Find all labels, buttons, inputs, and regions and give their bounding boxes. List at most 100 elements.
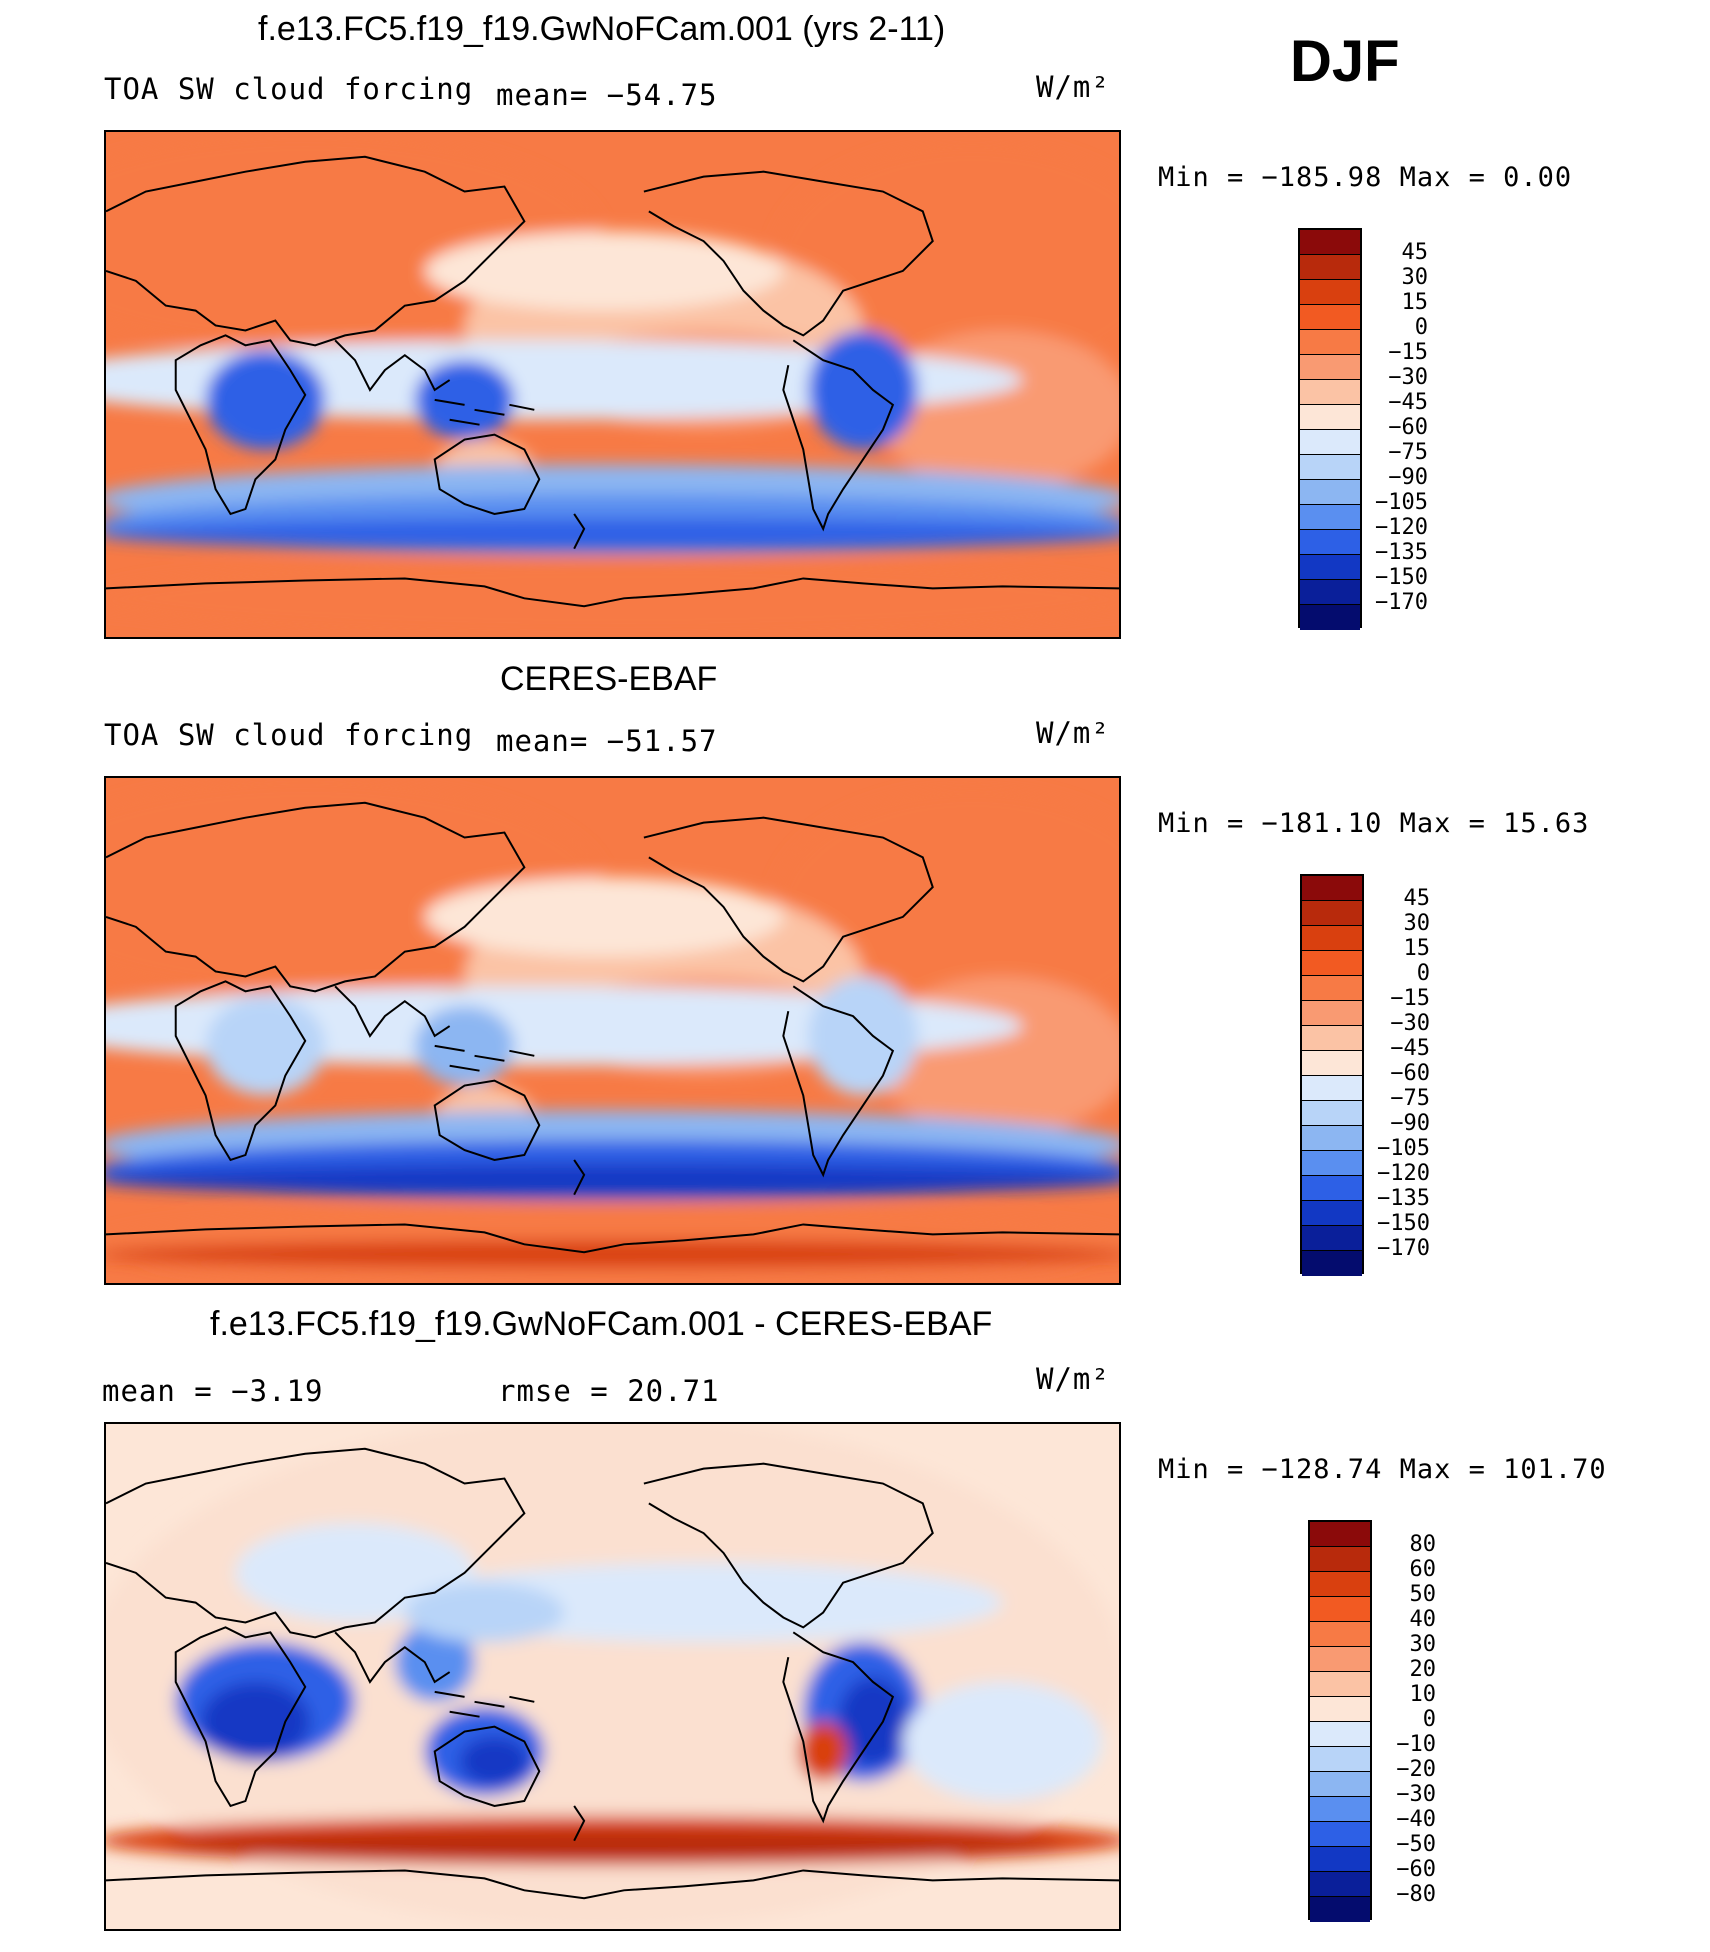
colorbar-tick-label: −10 bbox=[1396, 1732, 1436, 1757]
colorbar-tick-label: −30 bbox=[1388, 365, 1428, 390]
colorbar-swatch bbox=[1300, 455, 1360, 480]
colorbar-swatch bbox=[1302, 976, 1362, 1001]
colorbar-swatch bbox=[1300, 305, 1360, 330]
colorbar-swatch bbox=[1302, 1251, 1362, 1276]
colorbar-tick-label: 50 bbox=[1409, 1582, 1437, 1607]
colorbar-swatch bbox=[1310, 1747, 1370, 1772]
contour-region bbox=[106, 1163, 1119, 1196]
colorbar-tick-label: −15 bbox=[1390, 986, 1430, 1011]
colorbar-swatch bbox=[1302, 1126, 1362, 1151]
colorbar-swatch bbox=[1300, 430, 1360, 455]
colorbar-swatch bbox=[1300, 380, 1360, 405]
colorbar-tick-label: 0 bbox=[1422, 1707, 1436, 1732]
colorbar-tick-label: −15 bbox=[1388, 340, 1428, 365]
colorbar-swatch bbox=[1310, 1597, 1370, 1622]
panel-1-variable-label: TOA SW cloud forcing bbox=[104, 72, 474, 106]
coastlines bbox=[106, 1447, 1119, 1900]
colorbar-swatch bbox=[1302, 1176, 1362, 1201]
colorbar-swatch bbox=[1302, 926, 1362, 951]
coastline-path bbox=[434, 398, 535, 426]
coastline-path bbox=[106, 1447, 526, 1639]
coastline-path bbox=[782, 339, 895, 532]
coastline-path bbox=[106, 577, 1119, 608]
contour-region bbox=[205, 350, 326, 450]
colorbar-tick-label: −105 bbox=[1375, 490, 1428, 515]
contour-region bbox=[808, 976, 918, 1096]
colorbar-swatch bbox=[1300, 230, 1360, 255]
coastline-path bbox=[434, 1044, 535, 1072]
panel-3-map bbox=[104, 1422, 1121, 1931]
colorbar-swatch bbox=[1302, 1076, 1362, 1101]
colorbar-tick-label: −170 bbox=[1375, 590, 1428, 615]
colorbar-swatch bbox=[1300, 605, 1360, 630]
coastline-path bbox=[334, 1631, 451, 1684]
colorbar-tick-label: 0 bbox=[1414, 315, 1428, 340]
colorbar-swatch bbox=[1302, 1051, 1362, 1076]
coastline-path bbox=[573, 1805, 586, 1842]
contour-region bbox=[106, 986, 1023, 1066]
colorbar-tick-label: −90 bbox=[1388, 465, 1428, 490]
colorbar-tick-label: 0 bbox=[1416, 961, 1430, 986]
panel-2-map bbox=[104, 776, 1121, 1285]
contour-region bbox=[205, 996, 326, 1096]
colorbar-tick-label: 20 bbox=[1409, 1657, 1437, 1682]
colorbar-swatch bbox=[1300, 580, 1360, 605]
colorbar-tick-label: −105 bbox=[1377, 1136, 1430, 1161]
colorbar-tick-label: −150 bbox=[1375, 565, 1428, 590]
coastline-path bbox=[573, 513, 586, 550]
colorbar-swatch bbox=[1300, 555, 1360, 580]
colorbar-swatch bbox=[1310, 1822, 1370, 1847]
coastline-path bbox=[433, 1725, 541, 1807]
colorbar-tick-label: 30 bbox=[1403, 911, 1431, 936]
panel-3-colorbar bbox=[1308, 1520, 1372, 1922]
panel-1-mean-label: mean= −54.75 bbox=[496, 78, 718, 112]
colorbar-swatch bbox=[1300, 530, 1360, 555]
contour-region bbox=[838, 1676, 908, 1767]
coastline-path bbox=[433, 1079, 541, 1161]
colorbar-swatch bbox=[1302, 1226, 1362, 1251]
colorbar-tick-label: 15 bbox=[1403, 936, 1431, 961]
colorbar-swatch bbox=[1302, 901, 1362, 926]
colorbar-tick-label: 10 bbox=[1409, 1682, 1437, 1707]
panel-3-title: f.e13.FC5.f19_f19.GwNoFCam.001 - CERES-E… bbox=[210, 1305, 993, 1343]
coastlines bbox=[106, 801, 1119, 1254]
colorbar-swatch bbox=[1310, 1872, 1370, 1897]
coastline-path bbox=[174, 1626, 307, 1808]
colorbar-tick-label: 60 bbox=[1409, 1557, 1437, 1582]
coastline-path bbox=[573, 1159, 586, 1196]
colorbar-swatch bbox=[1300, 480, 1360, 505]
colorbar-swatch bbox=[1302, 1151, 1362, 1176]
colorbar-tick-label: −30 bbox=[1390, 1011, 1430, 1036]
colorbar-swatch bbox=[1310, 1797, 1370, 1822]
colorbar-swatch bbox=[1300, 505, 1360, 530]
colorbar-tick-label: 45 bbox=[1403, 886, 1431, 911]
contour-region bbox=[404, 1582, 565, 1643]
panel-3-mean-label: mean = −3.19 bbox=[102, 1374, 324, 1408]
map-svg bbox=[106, 778, 1119, 1283]
colorbar-swatch bbox=[1310, 1697, 1370, 1722]
contour-field bbox=[106, 778, 1119, 1283]
colorbar-swatch bbox=[1302, 1101, 1362, 1126]
panel-2-title: CERES-EBAF bbox=[500, 660, 718, 698]
colorbar-tick-label: −45 bbox=[1388, 390, 1428, 415]
colorbar-swatch bbox=[1300, 330, 1360, 355]
panel-2-minmax: Min = −181.10 Max = 15.63 bbox=[1158, 808, 1590, 839]
panel-1-minmax: Min = −185.98 Max = 0.00 bbox=[1158, 162, 1573, 193]
colorbar-swatch bbox=[1302, 1026, 1362, 1051]
colorbar-tick-label: −60 bbox=[1396, 1857, 1436, 1882]
colorbar-tick-label: 30 bbox=[1409, 1632, 1437, 1657]
contour-region bbox=[394, 1622, 475, 1702]
panel-1-colorbar bbox=[1298, 228, 1362, 630]
colorbar-tick-label: −75 bbox=[1390, 1086, 1430, 1111]
contour-field bbox=[106, 1424, 1119, 1929]
colorbar-tick-label: −45 bbox=[1390, 1036, 1430, 1061]
colorbar-tick-label: 80 bbox=[1409, 1532, 1437, 1557]
contour-region bbox=[424, 231, 784, 311]
contour-region bbox=[165, 1831, 1063, 1860]
coastline-path bbox=[433, 433, 541, 515]
contour-region bbox=[808, 330, 918, 450]
colorbar-swatch bbox=[1302, 1001, 1362, 1026]
contour-region bbox=[200, 1681, 311, 1762]
coastline-path bbox=[106, 1869, 1119, 1900]
colorbar-swatch bbox=[1310, 1622, 1370, 1647]
